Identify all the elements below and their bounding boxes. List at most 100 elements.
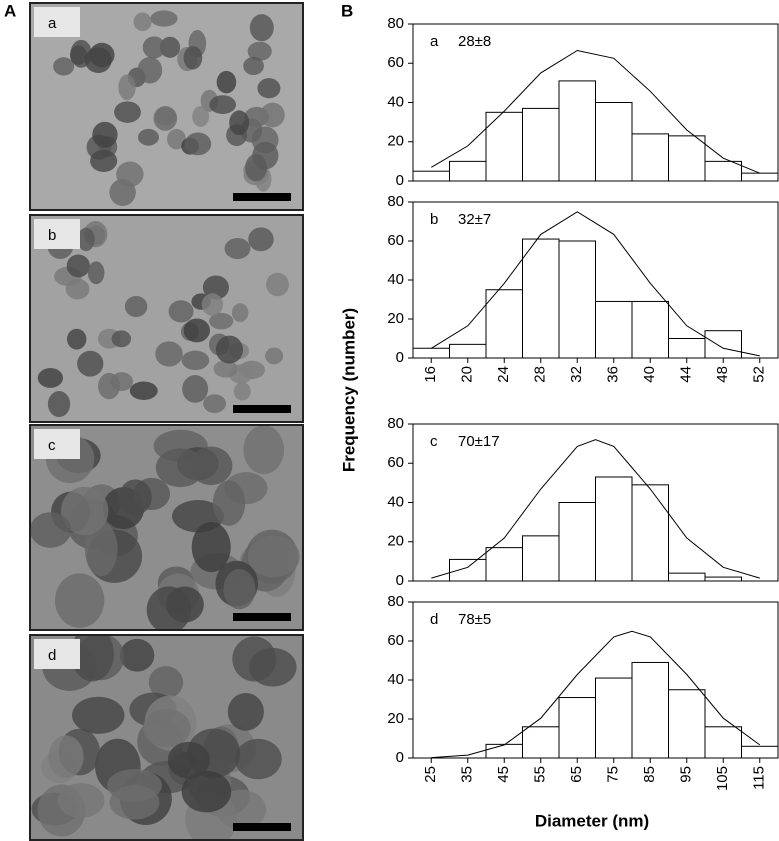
fit-curve [431, 439, 760, 579]
particle [142, 709, 191, 748]
particle [245, 153, 268, 182]
particle [249, 647, 297, 687]
particle [216, 70, 237, 94]
particle [159, 36, 181, 58]
particle [249, 14, 274, 42]
particle [124, 295, 148, 318]
particle [203, 394, 226, 413]
x-tick-label: 115 [751, 766, 768, 790]
annotation: 70±17 [458, 433, 500, 450]
particle [66, 328, 87, 350]
bar [631, 484, 669, 582]
x-tick-label: 48 [714, 366, 731, 383]
scale-bar [233, 613, 291, 621]
particle [209, 95, 236, 115]
x-tick-label: 35 [459, 766, 476, 783]
particle [142, 36, 166, 59]
label-box [34, 219, 80, 249]
fit-curve [431, 49, 760, 174]
particle [223, 569, 256, 610]
particle [77, 227, 95, 252]
image: b [30, 215, 303, 422]
particle [119, 479, 152, 516]
particle [69, 45, 87, 65]
bar [704, 160, 742, 182]
bar [485, 547, 523, 582]
bar [631, 300, 669, 359]
particle [183, 318, 210, 343]
y-tick-label: 60 [387, 454, 404, 471]
annotation: 32±7 [458, 211, 491, 228]
bar [595, 300, 633, 359]
particle [189, 446, 233, 486]
panel-letter: B [341, 1, 353, 20]
y-tick-label: 0 [396, 572, 404, 589]
y-tick-label: 60 [387, 632, 404, 649]
particle [148, 666, 184, 699]
image-frame [29, 424, 304, 631]
x-tick-label: 16 [422, 366, 439, 383]
y-tick-label: 80 [387, 415, 404, 432]
particle [118, 74, 136, 101]
particle [133, 12, 152, 32]
bar [449, 160, 487, 182]
particle [212, 480, 246, 526]
y-tick-label: 0 [396, 172, 404, 189]
y-tick-label: 20 [387, 710, 404, 727]
bar [668, 135, 706, 182]
particle [167, 741, 210, 779]
bar [412, 170, 450, 182]
bar [704, 576, 742, 582]
scale-bar [233, 193, 291, 201]
particle [116, 161, 144, 187]
particle [155, 341, 183, 367]
x-tick-label: 28 [532, 366, 549, 383]
image: c [30, 425, 303, 630]
particle [110, 372, 133, 391]
annotation: 78±5 [458, 611, 491, 628]
particle [260, 102, 285, 128]
particle [109, 785, 160, 820]
annotation: 28±8 [458, 33, 491, 50]
x-tick-label: 25 [422, 766, 439, 783]
bar [631, 133, 669, 182]
y-tick-label: 40 [387, 671, 404, 688]
x-tick-label: 105 [714, 766, 731, 791]
panel-label: a [430, 33, 439, 50]
particle [66, 254, 90, 278]
particle [47, 391, 71, 418]
bar [558, 240, 596, 359]
fit-curve [431, 630, 761, 759]
y-tick-label: 60 [387, 54, 404, 71]
particle [235, 738, 282, 780]
y-tick-label: 40 [387, 93, 404, 110]
bar [522, 238, 560, 359]
particle [90, 149, 118, 173]
particle [181, 770, 232, 813]
bar [595, 476, 633, 582]
bar [558, 80, 596, 182]
particle [233, 382, 251, 401]
x-tick-label: 44 [678, 366, 695, 383]
bar [522, 535, 560, 582]
particle [243, 425, 285, 475]
y-tick-label: 80 [387, 15, 404, 32]
particle [54, 573, 105, 628]
bar [412, 347, 450, 359]
x-axis-label: Diameter (nm) [535, 811, 649, 830]
label-box [34, 639, 80, 669]
particle [202, 275, 229, 300]
particle [247, 41, 272, 61]
bar [485, 111, 523, 182]
particle [37, 368, 63, 388]
panel-label: b [430, 211, 438, 228]
x-tick-label: 55 [532, 766, 549, 783]
particle [201, 293, 224, 316]
image-frame [29, 2, 304, 211]
particle [192, 105, 210, 127]
bar [668, 338, 706, 359]
y-tick-label: 60 [387, 232, 404, 249]
bar [741, 745, 779, 759]
fit-curve [431, 211, 760, 357]
particle [183, 46, 203, 70]
